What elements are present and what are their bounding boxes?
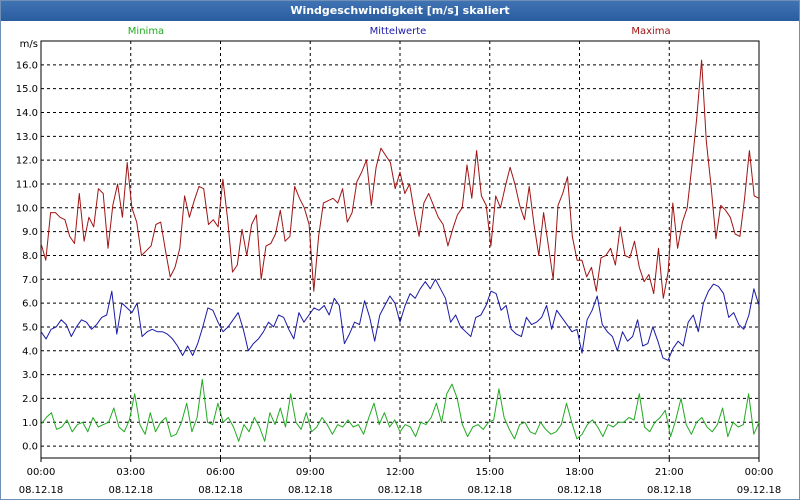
y-tick-label: 12.0 <box>16 156 38 167</box>
y-tick-label: 5.0 <box>22 322 38 333</box>
x-tick-time: 15:00 <box>475 467 504 478</box>
y-axis-label: m/s <box>20 39 38 50</box>
x-tick-time: 09:00 <box>296 467 325 478</box>
y-tick-label: 7.0 <box>22 275 38 286</box>
y-tick-label: 8.0 <box>22 251 38 262</box>
legend-mittelwerte: Mittelwerte <box>370 26 427 37</box>
legend-maxima: Maxima <box>631 26 670 37</box>
plot-area <box>40 40 760 459</box>
x-tick-date: 08.12.18 <box>557 485 602 496</box>
y-tick-label: 10.0 <box>16 203 38 214</box>
x-tick-date: 08.12.18 <box>198 485 243 496</box>
y-tick-label: 6.0 <box>22 299 38 310</box>
chart-title: Windgeschwindigkeit [m/s] skaliert <box>1 1 799 21</box>
legend-minima: Minima <box>128 26 164 37</box>
x-tick-date: 08.12.18 <box>378 485 423 496</box>
y-tick-label: 16.0 <box>16 60 38 71</box>
y-tick-label: 14.0 <box>16 108 38 119</box>
series-line-maxima <box>40 59 760 299</box>
x-tick-time: 18:00 <box>565 467 594 478</box>
y-tick-label: 0.0 <box>22 442 38 453</box>
y-tick-label: 4.0 <box>22 346 38 357</box>
y-tick-label: 15.0 <box>16 84 38 95</box>
y-tick-label: 1.0 <box>22 418 38 429</box>
x-tick-date: 08.12.18 <box>647 485 692 496</box>
x-tick-date: 09.12.18 <box>737 485 782 496</box>
y-tick-label: 3.0 <box>22 370 38 381</box>
x-tick-time: 21:00 <box>655 467 684 478</box>
x-tick-time: 12:00 <box>386 467 415 478</box>
x-tick-date: 08.12.18 <box>19 485 64 496</box>
y-tick-label: 13.0 <box>16 132 38 143</box>
x-tick-date: 08.12.18 <box>108 485 153 496</box>
series-line-mittelwerte <box>40 278 760 361</box>
series-line-minima <box>40 378 760 442</box>
wind-speed-chart: 0.0 1.0 2.0 3.0 4.0 5.0 6.0 7.0 8.0 9.0 10.0 11.0 12… <box>16 26 782 496</box>
x-tick-time: 00:00 <box>27 467 56 478</box>
x-tick-date: 08.12.18 <box>467 485 512 496</box>
x-tick-time: 03:00 <box>116 467 145 478</box>
y-tick-label: 11.0 <box>16 179 38 190</box>
x-tick-date: 08.12.18 <box>288 485 333 496</box>
y-tick-label: 2.0 <box>22 394 38 405</box>
y-tick-label: 9.0 <box>22 227 38 238</box>
x-tick-time: 06:00 <box>206 467 235 478</box>
x-tick-time: 00:00 <box>745 467 774 478</box>
